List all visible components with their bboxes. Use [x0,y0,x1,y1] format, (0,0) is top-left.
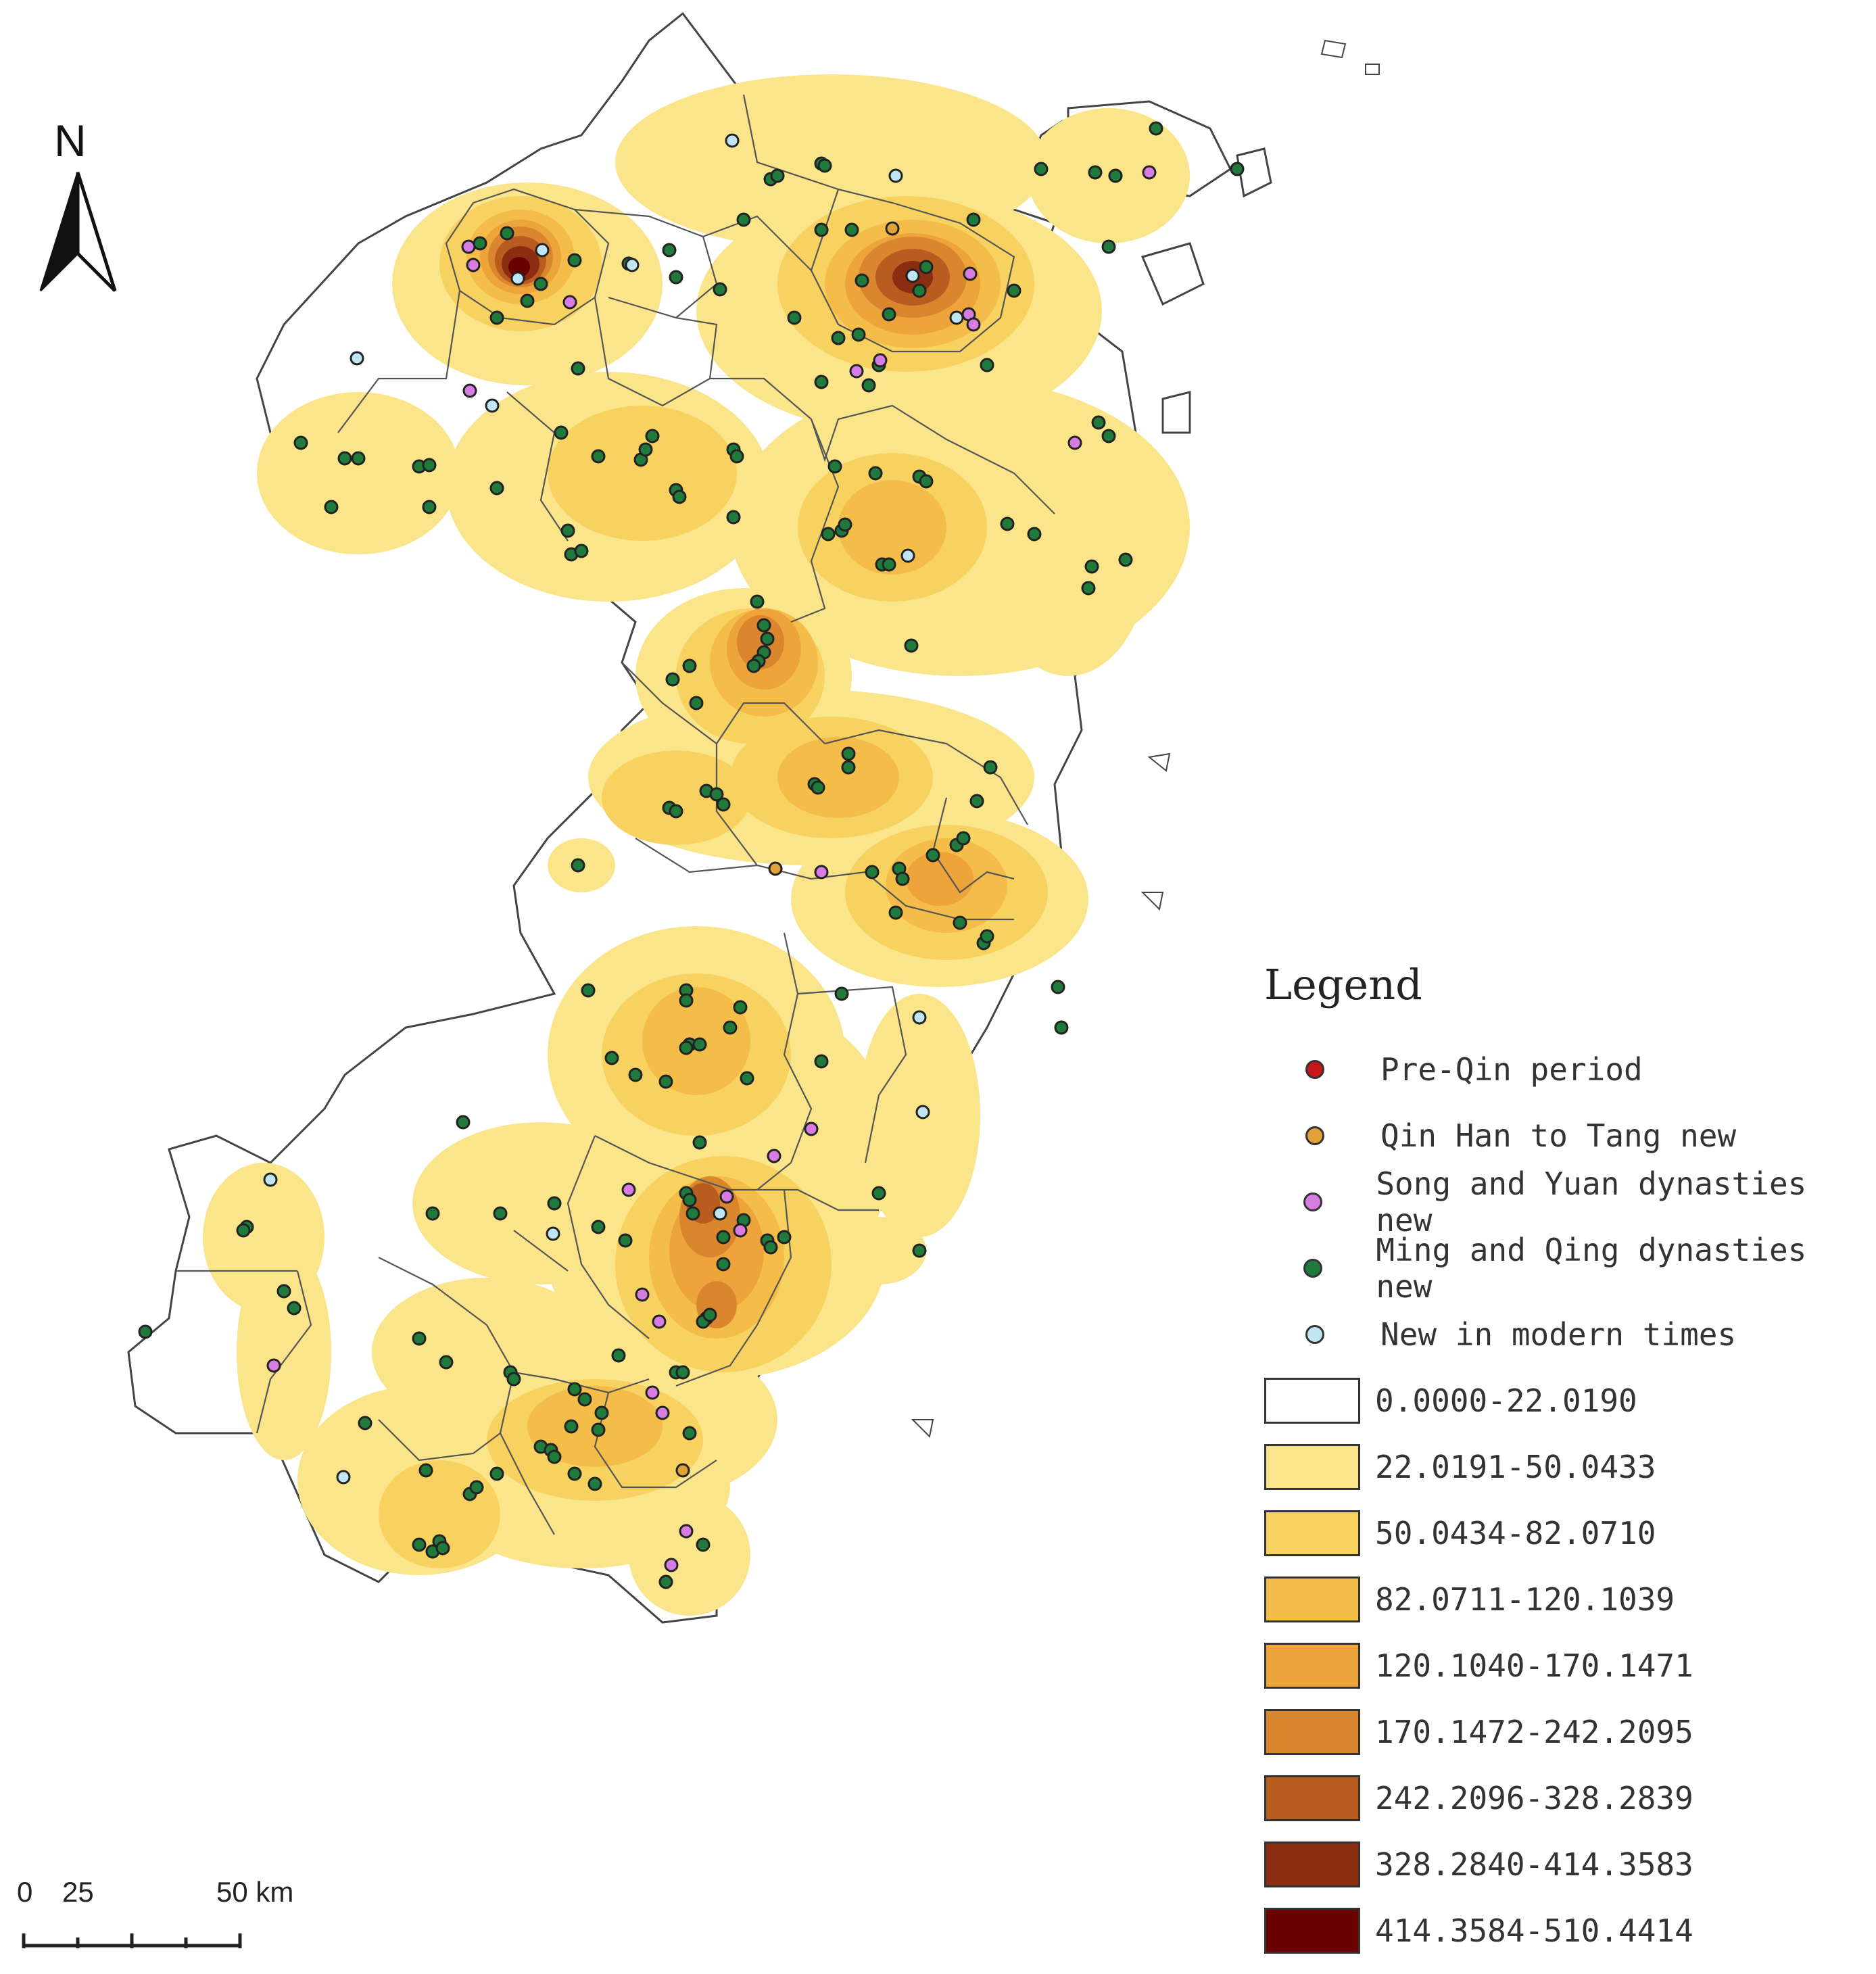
legend-label: 22.0191-50.0433 [1375,1449,1656,1485]
song-yuan-sites [266,165,1157,1572]
legend-label: 50.0434-82.0710 [1375,1515,1656,1551]
density-swatch [1264,1775,1360,1821]
scale-bar: 0 25 50 km [14,1876,297,1950]
legend-label: New in modern times [1380,1316,1737,1353]
legend-density-class-4: 82.0711-120.1039 [1264,1566,1859,1633]
density-swatch [1264,1908,1360,1954]
legend-label: 414.3584-510.4414 [1375,1912,1693,1949]
density-swatch [1264,1378,1360,1424]
ming-qing-sites [138,121,1245,1589]
density-swatch [1264,1510,1360,1556]
map-legend: Legend Pre-Qin period Qin Han to Tang ne… [1264,960,1859,1964]
legend-label: Song and Yuan dynasties new [1376,1165,1807,1238]
legend-label: 242.2096-328.2839 [1375,1780,1693,1816]
scale-label-25: 25 [62,1876,94,1908]
legend-density-class-1: 0.0000-22.0190 [1264,1368,1859,1434]
legend-label: 328.2840-414.3583 [1375,1846,1693,1883]
legend-density-class-5: 120.1040-170.1471 [1264,1633,1859,1699]
legend-label: Pre-Qin period [1380,1051,1643,1088]
density-swatch [1264,1444,1360,1490]
legend-density-class-7: 242.2096-328.2839 [1264,1765,1859,1831]
scale-label-0: 0 [17,1876,33,1908]
legend-density-class-8: 328.2840-414.3583 [1264,1831,1859,1898]
density-swatch [1264,1643,1360,1689]
north-arrow-label: N [54,116,87,166]
legend-density-class-6: 170.1472-242.2095 [1264,1699,1859,1765]
legend-label: 170.1472-242.2095 [1375,1714,1693,1750]
legend-label: 0.0000-22.0190 [1375,1382,1637,1419]
qin-han-tang-sites [675,221,900,1478]
qin-han-tang-dot-icon [1305,1126,1324,1145]
scale-label-50: 50 km [216,1876,294,1908]
density-swatch [1264,1576,1360,1622]
legend-density-class-2: 22.0191-50.0433 [1264,1434,1859,1500]
legend-title: Legend [1264,960,1422,1009]
density-swatch [1264,1841,1360,1887]
legend-density-class-9: 414.3584-510.4414 [1264,1898,1859,1964]
ming-qing-dot-icon [1303,1259,1322,1278]
pre-qin-dot-icon [1305,1060,1324,1079]
density-swatch [1264,1709,1360,1755]
legend-item-ming-qing: Ming and Qing dynasties new [1264,1232,1859,1305]
song-yuan-dot-icon [1303,1193,1322,1211]
modern-sites [263,133,964,1485]
north-arrow-icon [39,172,117,292]
legend-density-class-3: 50.0434-82.0710 [1264,1500,1859,1566]
legend-label: 120.1040-170.1471 [1375,1647,1693,1684]
legend-item-song-yuan: Song and Yuan dynasties new [1264,1165,1859,1238]
scale-bar-graphic [22,1933,242,1948]
legend-item-modern: New in modern times [1264,1301,1859,1368]
density-surface [203,74,1190,1616]
legend-label: Ming and Qing dynasties new [1376,1232,1807,1305]
legend-item-pre-qin: Pre-Qin period [1264,1036,1859,1103]
legend-item-qin-han-tang: Qin Han to Tang new [1264,1103,1859,1169]
modern-dot-icon [1305,1325,1324,1344]
site-points [138,121,1245,1589]
legend-label: 82.0711-120.1039 [1375,1581,1675,1618]
legend-label: Qin Han to Tang new [1380,1117,1737,1154]
